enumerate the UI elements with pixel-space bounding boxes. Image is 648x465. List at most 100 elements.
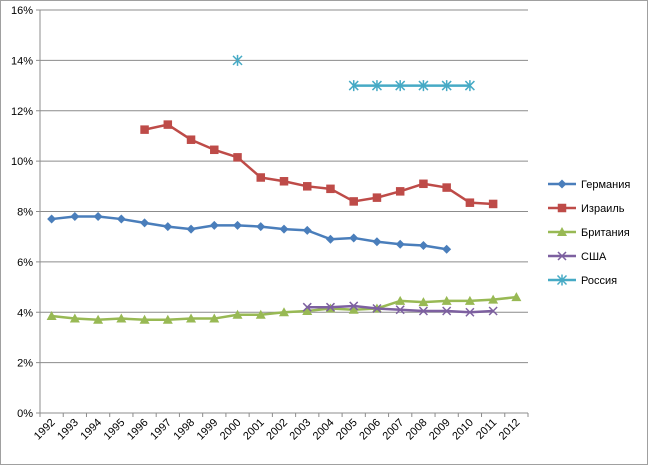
data-point (186, 224, 196, 234)
gridlines (40, 9, 528, 364)
y-tick-label: 8% (17, 207, 33, 219)
data-point (349, 301, 359, 311)
data-point (256, 173, 266, 182)
data-point (116, 214, 126, 224)
data-point (418, 241, 428, 251)
data-point (395, 187, 405, 196)
data-point (395, 239, 405, 249)
data-point (348, 80, 359, 92)
data-point (372, 303, 382, 314)
data-point (116, 313, 127, 323)
data-point (256, 222, 266, 232)
legend-entry: Израиль (548, 203, 625, 215)
data-point (186, 313, 197, 323)
data-point (557, 227, 567, 236)
data-point (372, 193, 382, 202)
data-point (233, 220, 243, 230)
data-point (419, 179, 428, 189)
data-point (93, 212, 103, 222)
y-tick-label: 4% (17, 307, 33, 319)
y-tick-label: 14% (11, 55, 33, 67)
data-point (349, 233, 359, 243)
legend-label: США (581, 251, 607, 263)
series-2 (140, 120, 498, 209)
data-point (511, 292, 522, 302)
legend: Германия Израиль Британия США Россия (548, 179, 630, 287)
data-point (442, 183, 451, 192)
data-point (69, 313, 80, 323)
data-point (325, 234, 335, 244)
data-point (210, 145, 219, 155)
data-point (418, 306, 428, 316)
data-point (348, 304, 359, 314)
data-point (349, 197, 358, 206)
data-point (557, 179, 567, 189)
data-point (464, 80, 475, 92)
data-point (140, 218, 150, 228)
data-point (186, 135, 196, 144)
data-point (418, 80, 429, 92)
data-point (163, 120, 173, 129)
data-point (371, 80, 382, 92)
series-4 (302, 301, 498, 317)
legend-entry: США (548, 251, 607, 263)
data-point (325, 302, 336, 312)
data-point (46, 311, 57, 321)
series-5 (232, 54, 475, 92)
data-point (209, 313, 220, 323)
series-1 (47, 212, 452, 254)
data-point (326, 184, 335, 194)
data-point (302, 302, 312, 312)
legend-label: Германия (581, 179, 630, 191)
y-tick-label: 6% (17, 257, 33, 269)
data-point (279, 224, 289, 234)
data-point (418, 297, 429, 307)
data-point (209, 220, 219, 230)
data-point (93, 314, 104, 324)
data-point (464, 295, 475, 305)
data-point (279, 177, 289, 186)
data-point (465, 307, 475, 317)
data-point (279, 307, 289, 317)
data-point (395, 80, 406, 92)
data-point (442, 306, 452, 316)
legend-entry: Германия (548, 179, 630, 191)
data-point (557, 251, 567, 261)
data-point (302, 305, 313, 315)
data-point (232, 54, 243, 66)
y-tick-label: 2% (17, 358, 33, 370)
series-layer (46, 54, 522, 324)
data-point (139, 314, 150, 324)
data-point (488, 294, 499, 304)
legend-label: Израиль (581, 203, 625, 215)
legend-entry: Россия (548, 274, 617, 287)
data-point (395, 295, 406, 305)
data-point (441, 295, 452, 305)
data-point (488, 306, 498, 316)
data-point (441, 80, 452, 92)
data-point (302, 182, 312, 191)
data-point (465, 198, 475, 207)
data-point (255, 309, 266, 319)
data-point (395, 305, 405, 315)
data-point (47, 214, 57, 224)
y-tick-label: 10% (11, 156, 33, 168)
series-3 (46, 292, 522, 324)
data-point (233, 153, 242, 162)
data-point (70, 212, 80, 222)
y-tick-label: 12% (11, 106, 33, 118)
data-point (488, 199, 498, 209)
data-point (442, 244, 452, 254)
data-point (162, 314, 173, 324)
legend-label: Россия (581, 275, 617, 287)
series-line (144, 123, 494, 206)
legend-label: Британия (581, 227, 630, 239)
data-point (557, 203, 567, 213)
y-tick-label: 0% (17, 408, 33, 420)
data-point (556, 274, 568, 286)
legend-entry: Британия (548, 227, 630, 239)
data-point (140, 125, 149, 134)
